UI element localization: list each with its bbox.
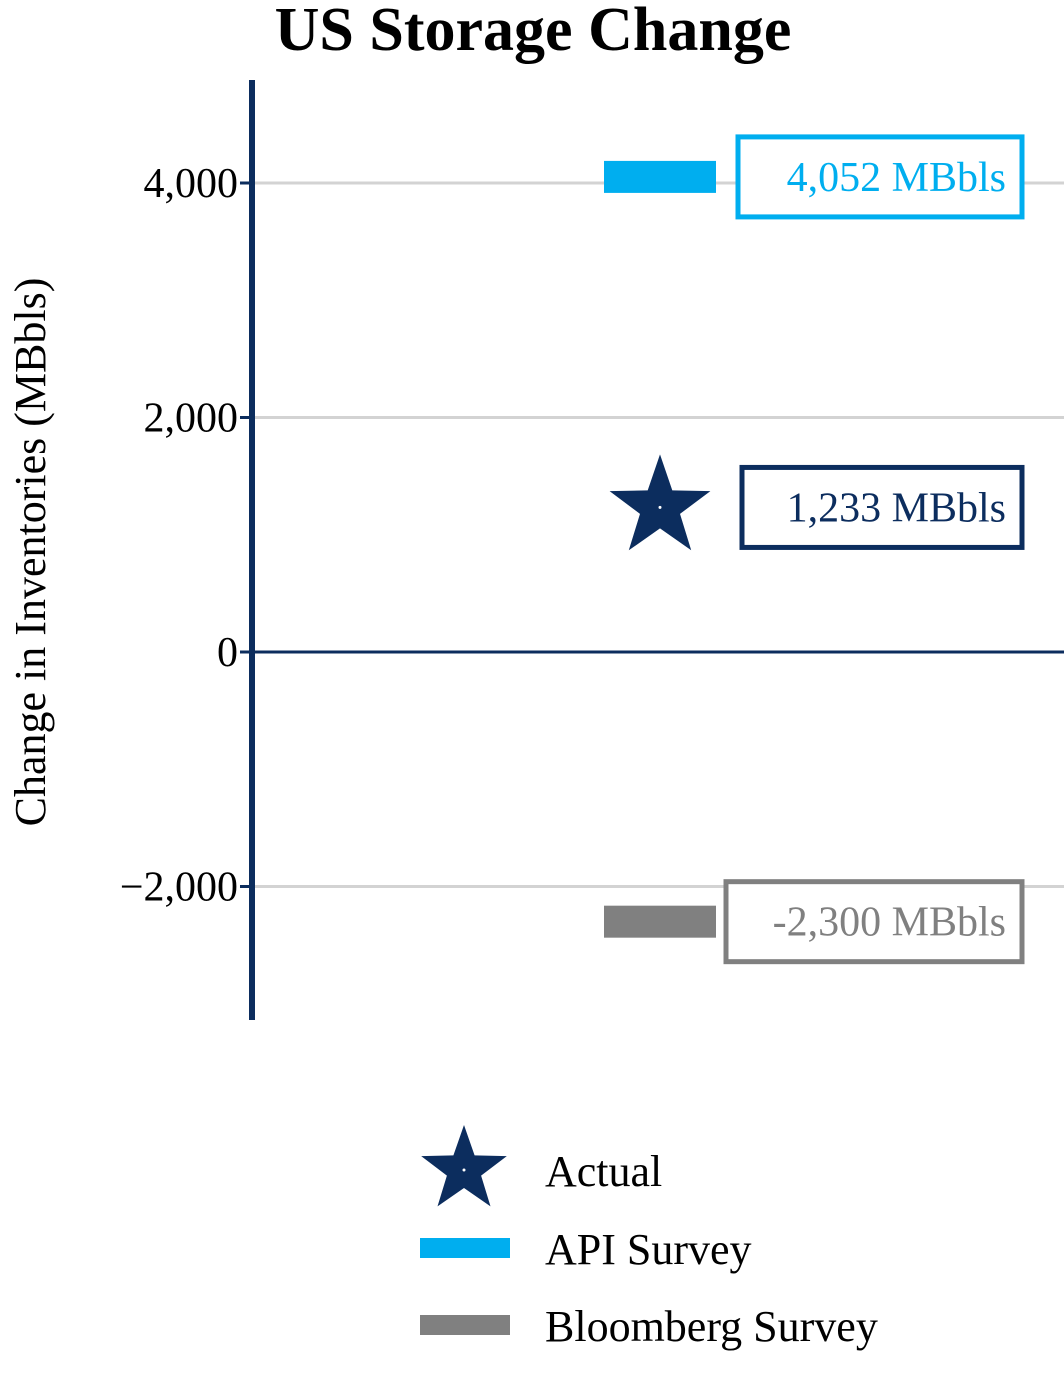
legend: Actual API Survey Bloomberg Survey [420,1125,878,1351]
legend-bloomberg-survey-swatch [420,1315,510,1335]
legend-actual-swatch [421,1125,507,1207]
legend-actual-label: Actual [545,1147,662,1196]
api-survey-marker [604,160,716,193]
api-survey-data-label: 4,052 MBbls [787,155,1006,201]
actual-marker [609,454,711,551]
y-tick-label: 0 [217,630,238,676]
legend-actual-swatch-dot [462,1168,466,1172]
axis-layer: 4,000 2,000 0 −2,000 [120,80,255,1020]
bloomberg-survey-marker [604,905,716,938]
y-tick-label: 2,000 [144,396,239,442]
legend-api-survey-swatch [420,1238,510,1258]
api-survey-label-box [735,134,1025,220]
bloomberg-survey-label-box [723,879,1025,965]
annotation-layer: 1,233 MBbls 4,052 MBbls -2,300 MBbls [723,134,1025,965]
chart-title: US Storage Change [275,0,792,64]
y-axis-label: Change in Inventories (MBbls) [6,278,55,827]
legend-api-survey-label: API Survey [545,1225,752,1274]
marks-layer [604,160,716,938]
actual-marker-dot [658,505,662,509]
y-tick-label: 4,000 [144,161,239,207]
legend-bloomberg-survey-label: Bloomberg Survey [545,1302,878,1351]
y-tick-label: −2,000 [120,865,238,911]
bloomberg-survey-data-label: -2,300 MBbls [773,900,1006,946]
actual-label-box [739,464,1025,550]
actual-data-label: 1,233 MBbls [787,485,1006,531]
